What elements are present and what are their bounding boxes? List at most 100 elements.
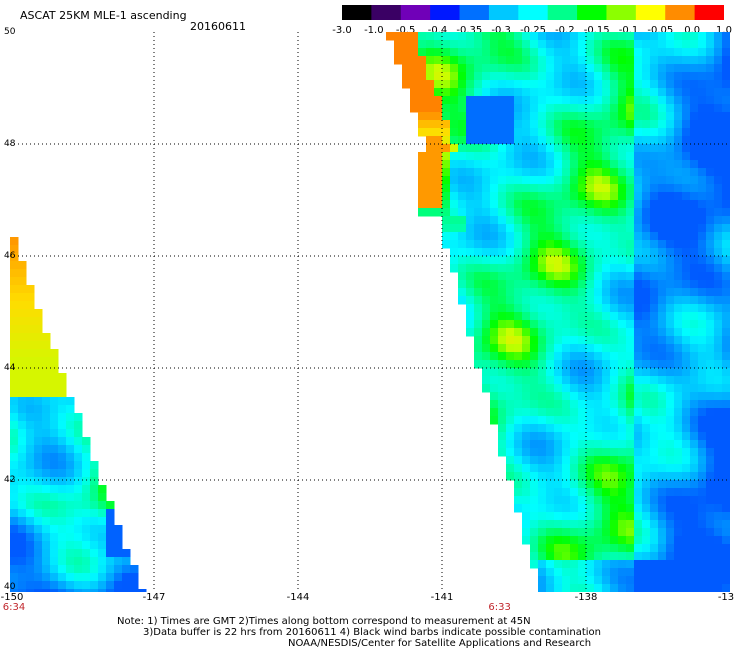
swath-cell	[714, 264, 723, 273]
swath-cell	[578, 256, 587, 265]
swath-cell	[458, 160, 467, 169]
swath-cell	[714, 248, 723, 257]
swath-cell	[450, 48, 459, 57]
swath-cell	[546, 72, 555, 81]
swath-cell	[410, 40, 419, 49]
swath-cell	[522, 312, 531, 321]
swath-cell	[618, 320, 627, 329]
swath-cell	[514, 176, 523, 185]
swath-cell	[714, 240, 723, 249]
swath-cell	[26, 581, 35, 590]
swath-cell	[458, 96, 467, 105]
swath-cell	[690, 376, 699, 385]
color-scale-label: -0.2	[555, 25, 575, 36]
swath-cell	[674, 448, 683, 457]
swath-cell	[90, 541, 99, 550]
swath-cell	[658, 448, 667, 457]
swath-cell	[698, 192, 707, 201]
swath-cell	[706, 264, 715, 273]
swath-cell	[698, 496, 707, 505]
swath-cell	[554, 112, 563, 121]
swath-cell	[498, 328, 507, 337]
swath-cell	[714, 56, 723, 65]
swath-cell	[698, 424, 707, 433]
swath-cell	[530, 64, 539, 73]
swath-cell	[586, 544, 595, 553]
swath-cell	[466, 232, 475, 241]
swath-cell	[666, 160, 675, 169]
swath-cell	[546, 88, 555, 97]
swath-cell	[426, 128, 435, 137]
swath-cell	[594, 256, 603, 265]
swath-cell	[498, 32, 507, 41]
swath-cell	[722, 216, 730, 225]
swath-cell	[602, 312, 611, 321]
swath-cell	[714, 216, 723, 225]
swath-cell	[666, 416, 675, 425]
swath-cell	[458, 224, 467, 233]
swath-cell	[474, 320, 483, 329]
swath-cell	[530, 80, 539, 89]
swath-cell	[682, 472, 691, 481]
swath-cell	[474, 280, 483, 289]
swath-cell	[554, 176, 563, 185]
swath-cell	[594, 560, 603, 569]
swath-cell	[506, 200, 515, 209]
swath-cell	[10, 237, 19, 246]
swath-cell	[18, 477, 27, 486]
swath-cell	[650, 224, 659, 233]
swath-cell	[594, 296, 603, 305]
swath-cell	[90, 461, 99, 470]
swath-cell	[594, 128, 603, 137]
swath-cell	[434, 40, 443, 49]
swath-cell	[18, 453, 27, 462]
swath-cell	[594, 480, 603, 489]
swath-cell	[602, 344, 611, 353]
swath-cell	[690, 584, 699, 592]
swath-cell	[66, 397, 75, 406]
swath-cell	[42, 381, 51, 390]
swath-cell	[570, 360, 579, 369]
swath-cell	[570, 160, 579, 169]
swath-cell	[538, 536, 547, 545]
swath-cell	[42, 333, 51, 342]
swath-cell	[682, 496, 691, 505]
swath-cell	[586, 328, 595, 337]
swath-cell	[586, 40, 595, 49]
swath-cell	[546, 464, 555, 473]
swath-cell	[586, 96, 595, 105]
swath-cell	[530, 72, 539, 81]
swath-cell	[82, 493, 91, 502]
swath-cell	[498, 344, 507, 353]
swath-cell	[554, 240, 563, 249]
swath-cell	[66, 493, 75, 502]
swath-cell	[138, 589, 147, 592]
swath-cell	[650, 40, 659, 49]
swath-cell	[618, 96, 627, 105]
swath-cell	[674, 240, 683, 249]
swath-cell	[634, 176, 643, 185]
swath-cell	[26, 469, 35, 478]
swath-cell	[474, 216, 483, 225]
swath-cell	[634, 536, 643, 545]
swath-cell	[562, 128, 571, 137]
swath-cell	[634, 312, 643, 321]
swath-cell	[506, 472, 515, 481]
swath-cell	[706, 584, 715, 592]
swath-cell	[506, 376, 515, 385]
swath-cell	[522, 160, 531, 169]
swath-cell	[610, 152, 619, 161]
swath-cell	[458, 40, 467, 49]
swath-cell	[690, 168, 699, 177]
swath-cell	[610, 120, 619, 129]
swath-cell	[74, 573, 83, 582]
swath-cell	[474, 232, 483, 241]
swath-cell	[450, 64, 459, 73]
swath-cell	[682, 392, 691, 401]
swath-cell	[474, 152, 483, 161]
swath-cell	[618, 232, 627, 241]
swath-cell	[690, 520, 699, 529]
swath-cell	[674, 184, 683, 193]
swath-cell	[418, 120, 427, 129]
swath-cell	[682, 104, 691, 113]
